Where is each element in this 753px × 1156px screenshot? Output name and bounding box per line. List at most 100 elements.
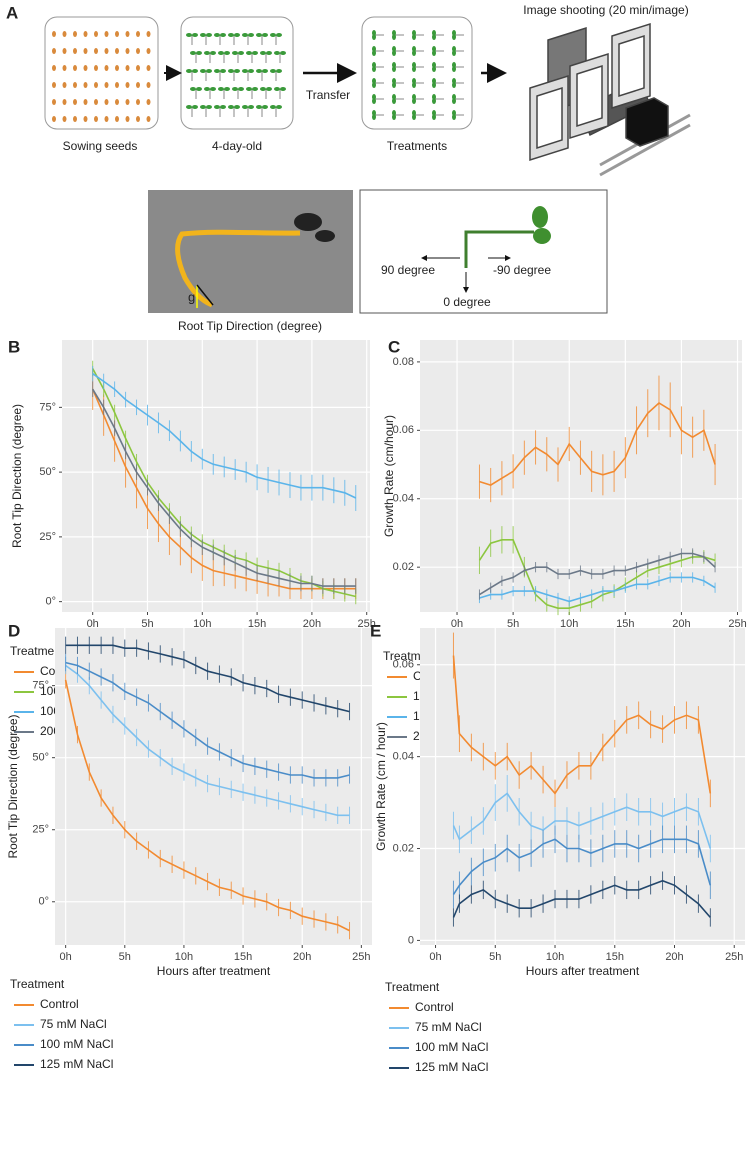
- seed: [146, 99, 151, 105]
- step-label: Sowing seeds: [63, 139, 138, 153]
- seed: [83, 82, 88, 88]
- leaf: [252, 87, 258, 91]
- legend-label: 125 mM NaCl: [415, 1060, 488, 1074]
- seed: [52, 48, 56, 54]
- seed: [83, 99, 88, 105]
- plate: [44, 16, 159, 130]
- seed: [52, 82, 56, 88]
- leaf: [432, 66, 436, 72]
- y-tick-label: 0: [408, 934, 414, 946]
- leaf: [412, 66, 416, 72]
- y-tick-label: 75°: [32, 680, 49, 692]
- leaf: [206, 105, 212, 109]
- x-axis-label: Hours after treatment: [526, 964, 640, 978]
- y-axis-label: Growth Rate (cm / hour): [374, 722, 388, 851]
- y-tick-label: 75°: [39, 401, 56, 413]
- leaf: [276, 105, 282, 109]
- seed: [52, 116, 56, 122]
- root-trace: [175, 229, 301, 308]
- y-tick-label: 0.04: [393, 751, 414, 763]
- leaf: [214, 69, 220, 73]
- y-axis-label: Root Tip Direction (degree): [10, 404, 24, 548]
- seed: [146, 31, 151, 37]
- caption: Root Tip Direction (degree): [178, 319, 322, 333]
- leaf: [234, 69, 240, 73]
- leaf: [260, 87, 266, 91]
- leaf: [220, 33, 226, 37]
- seed: [146, 116, 151, 122]
- x-tick-label: 5h: [507, 618, 519, 630]
- leaf: [452, 114, 456, 120]
- series-line: [452, 879, 711, 918]
- leaf: [392, 114, 396, 120]
- leaf: [220, 69, 226, 73]
- y-tick-label: 0.02: [393, 842, 414, 854]
- seed: [104, 48, 109, 54]
- seed: [104, 31, 109, 37]
- plot-background: [420, 628, 745, 945]
- seed: [125, 31, 130, 37]
- leaf: [274, 87, 280, 91]
- series-line: [479, 576, 716, 603]
- leaf: [392, 50, 396, 56]
- angle-label: 0 degree: [443, 295, 491, 309]
- seed: [125, 65, 130, 71]
- y-tick-label: 0°: [45, 596, 56, 608]
- leaf: [280, 51, 286, 55]
- seed: [104, 82, 109, 88]
- leaf: [270, 105, 276, 109]
- leaf: [234, 105, 240, 109]
- leaf: [186, 105, 192, 109]
- y-tick-label: 0.04: [393, 493, 414, 505]
- plot-background: [62, 340, 370, 612]
- seed: [115, 48, 119, 54]
- seed: [136, 65, 140, 71]
- seed: [52, 65, 56, 71]
- root-photo: [148, 190, 353, 313]
- leaf: [238, 51, 244, 55]
- seed: [125, 48, 130, 54]
- cotyledon: [315, 230, 335, 242]
- legend-title: Treatment: [385, 980, 440, 994]
- seed: [125, 116, 130, 122]
- leaf: [246, 51, 252, 55]
- leaf: [266, 87, 272, 91]
- seed: [94, 31, 98, 37]
- leaf: [270, 33, 276, 37]
- leaf: [206, 69, 212, 73]
- y-tick-label: 50°: [32, 752, 49, 764]
- series-line: [452, 655, 712, 795]
- series-line: [64, 679, 350, 932]
- x-tick-label: 0h: [429, 951, 441, 963]
- leaf: [210, 51, 216, 55]
- leaf: [190, 87, 196, 91]
- x-tick-label: 20h: [665, 951, 683, 963]
- seed: [62, 99, 67, 105]
- y-tick-label: 25°: [39, 531, 56, 543]
- seed: [83, 31, 88, 37]
- y-tick-label: 0.06: [393, 424, 414, 436]
- leaf: [232, 87, 238, 91]
- seed: [73, 82, 77, 88]
- seed: [73, 116, 77, 122]
- leaf: [196, 51, 202, 55]
- leaf: [234, 33, 240, 37]
- x-tick-label: 20h: [303, 618, 321, 630]
- seed: [73, 99, 77, 105]
- seed: [104, 65, 109, 71]
- leaf: [248, 105, 254, 109]
- seed: [125, 99, 130, 105]
- legend-label: 100 mM NaCl: [40, 1037, 113, 1051]
- leaf: [206, 33, 212, 37]
- transfer-label: Transfer: [306, 88, 350, 102]
- y-tick-label: 0°: [38, 896, 49, 908]
- x-tick-label: 10h: [546, 951, 564, 963]
- cotyledon: [294, 213, 322, 231]
- leaf: [270, 69, 276, 73]
- series-line: [65, 664, 350, 817]
- series-line: [479, 402, 716, 486]
- legend-label: 125 mM NaCl: [40, 1057, 113, 1071]
- leaf: [412, 50, 416, 56]
- leaf: [452, 50, 456, 56]
